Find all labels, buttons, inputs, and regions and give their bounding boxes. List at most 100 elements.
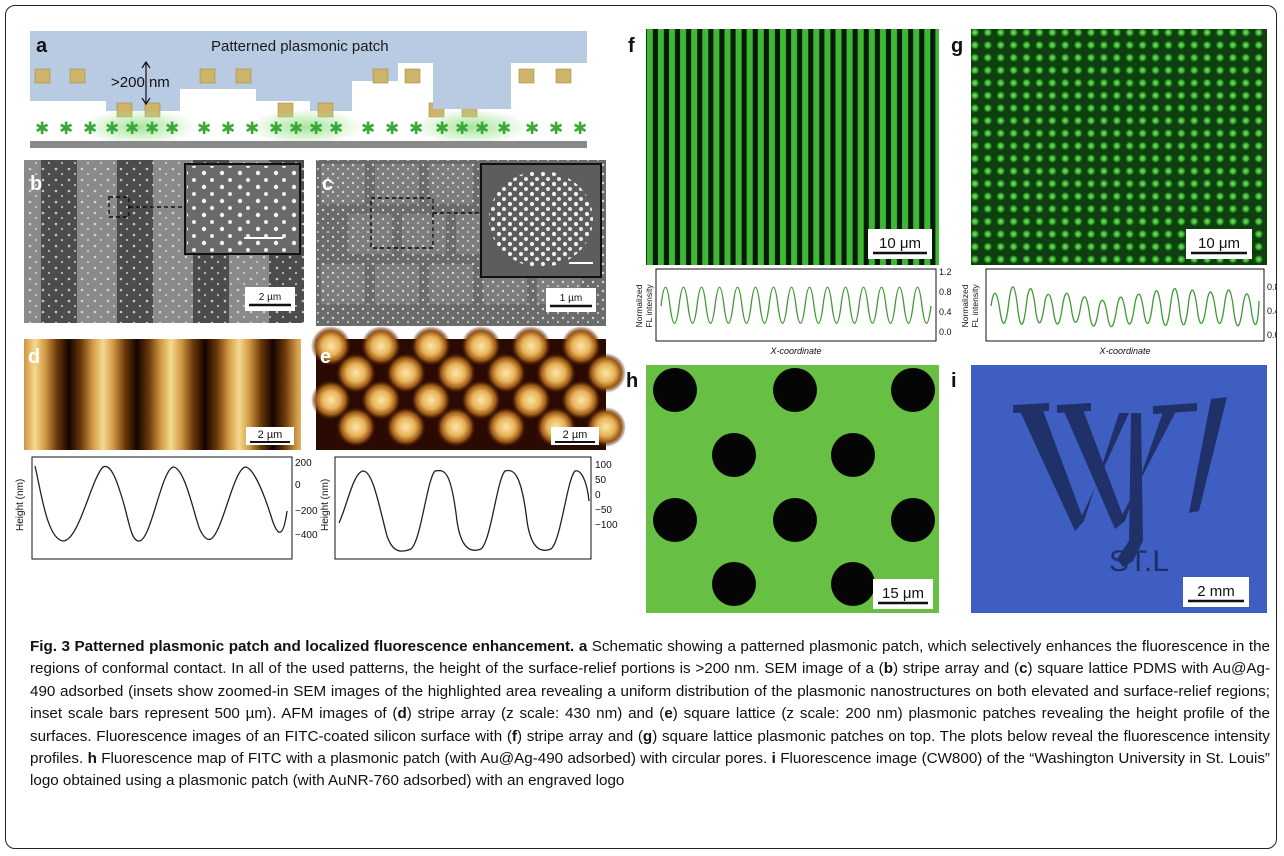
panel-e: 2 µm e 100 50 0 −50 −100 Height (nm): [311, 326, 626, 560]
svg-text:✱: ✱: [455, 119, 469, 138]
panel-a-letter: a: [36, 35, 48, 57]
panel-b: 2 µm b: [24, 160, 304, 323]
caption-text: Fluorescence image (CW800) of the “Washi…: [30, 750, 1270, 790]
pores: [653, 368, 935, 606]
panel-i-letter: i: [951, 370, 957, 392]
panel-c: 1 µm c: [316, 160, 606, 326]
svg-text:✱: ✱: [549, 119, 563, 138]
svg-text:✱: ✱: [309, 119, 323, 138]
gap-label: >200 nm: [111, 74, 170, 91]
ytick: 0.0: [939, 327, 952, 337]
ytick: 100: [595, 460, 612, 471]
caption-text: ) stripe array and (: [516, 727, 643, 745]
panel-h-letter: h: [626, 370, 638, 392]
panel-a: Patterned plasmonic patch >200 nm ✱ ✱ ✱ ✱ ✱ ✱…: [30, 31, 587, 148]
ytick: 0.8: [1267, 282, 1277, 292]
svg-text:✱: ✱: [409, 119, 423, 138]
svg-text:✱: ✱: [525, 119, 539, 138]
figure-caption: Fig. 3 Patterned plasmonic patch and loc…: [30, 636, 1270, 793]
svg-text:✱: ✱: [497, 119, 511, 138]
svg-text:✱: ✱: [329, 119, 343, 138]
caption-letter-i: i: [771, 750, 776, 768]
svg-text:✱: ✱: [165, 119, 179, 138]
panel-f-letter: f: [628, 35, 635, 57]
scale-bar-f: 10 μm: [879, 235, 921, 252]
caption-text: ) square lattice plasmonic patches on to…: [30, 727, 1270, 768]
svg-text:✱: ✱: [197, 119, 211, 138]
caption-letter-e: e: [664, 705, 673, 723]
fl-ylabel-f-1: Normalized: [634, 284, 644, 327]
panel-d: 2 µm d 200 0 −200 −400 Height (nm): [15, 339, 318, 560]
figure-frame: Patterned plasmonic patch >200 nm ✱ ✱ ✱ ✱ ✱ ✱…: [5, 5, 1277, 849]
caption-text: ) stripe array (z scale: 430 nm) and (: [406, 705, 665, 723]
figure-svg: Patterned plasmonic patch >200 nm ✱ ✱ ✱ ✱ ✱ ✱…: [15, 29, 1277, 613]
wustl-logo: [1013, 397, 1227, 567]
fl-ylabel-f-2: FL intensity: [644, 284, 654, 328]
svg-text:✱: ✱: [573, 119, 587, 138]
svg-text:✱: ✱: [83, 119, 97, 138]
ytick: 0.0: [1267, 330, 1277, 340]
patch-body-right: [398, 31, 587, 109]
caption-text: Schematic showing a patterned plasmonic …: [30, 638, 1270, 678]
ytick: 0.4: [939, 307, 952, 317]
afm-ylabel-d: Height (nm): [15, 479, 26, 531]
caption-title: Patterned plasmonic patch and localized …: [74, 638, 575, 655]
panel-g-letter: g: [951, 35, 963, 57]
svg-text:✱: ✱: [221, 119, 235, 138]
afm-profile-e: [334, 456, 592, 560]
panel-d-letter: d: [28, 346, 40, 368]
logo-text: ST.L: [1109, 545, 1169, 578]
caption-letter-c: c: [1019, 660, 1028, 678]
svg-text:✱: ✱: [245, 119, 259, 138]
caption-letter-b: b: [883, 660, 893, 678]
scale-bar-e: 2 µm: [563, 429, 588, 441]
ytick: 1.2: [939, 267, 952, 277]
fl-xlabel-g: X-coordinate: [1098, 346, 1150, 356]
caption-label: Fig. 3: [30, 638, 70, 655]
caption-letter-a: a: [578, 638, 588, 655]
panel-a-title: Patterned plasmonic patch: [211, 38, 389, 55]
svg-text:✱: ✱: [145, 119, 159, 138]
panel-c-letter: c: [322, 173, 333, 195]
fl-profile-f: [655, 268, 937, 342]
caption-letter-f: f: [511, 727, 517, 745]
scale-bar-i: 2 mm: [1197, 583, 1235, 600]
svg-text:✱: ✱: [59, 119, 73, 138]
ytick: 50: [595, 475, 607, 486]
caption-text: ) stripe array and (: [892, 660, 1020, 678]
svg-text:✱: ✱: [289, 119, 303, 138]
caption-letter-d: d: [397, 705, 407, 723]
scale-bar-c: 1 µm: [560, 293, 582, 304]
ytick: 0.4: [1267, 306, 1277, 316]
panel-f: 10 μm f 1.2 0.8 0.4 0.0 Normalized FL in…: [628, 29, 952, 356]
scale-bar-d: 2 µm: [258, 429, 283, 441]
caption-letter-h: h: [87, 750, 97, 768]
fl-profile-g: [985, 268, 1265, 342]
substrate: [30, 141, 587, 148]
fl-ylabel-g-2: FL intensity: [970, 284, 980, 328]
svg-text:✱: ✱: [385, 119, 399, 138]
caption-letter-g: g: [642, 727, 653, 745]
panel-g: 10 μm g 0.8 0.4 0.0 Normalized FL intens…: [951, 29, 1277, 356]
ytick: 0: [295, 480, 301, 491]
afm-profile-d: [31, 456, 293, 560]
ytick: 200: [295, 458, 312, 469]
caption-text: ) square lattice PDMS with Au@Ag-490 ads…: [30, 660, 1270, 723]
svg-text:✱: ✱: [35, 119, 49, 138]
fluorophores: ✱ ✱ ✱ ✱ ✱ ✱ ✱ ✱ ✱ ✱ ✱ ✱ ✱ ✱ ✱ ✱ ✱ ✱ ✱ ✱ ✱ ✱ ✱ ✱: [35, 119, 587, 138]
panel-b-letter: b: [30, 173, 42, 195]
caption-text: ) square lattice (z scale: 200 nm) plasm…: [30, 705, 1270, 745]
svg-text:✱: ✱: [269, 119, 283, 138]
scale-bar-b: 2 µm: [259, 292, 281, 303]
ytick: 0: [595, 490, 601, 501]
svg-text:✱: ✱: [361, 119, 375, 138]
afm-ylabel-e: Height (nm): [320, 479, 331, 531]
ytick: −50: [595, 505, 612, 516]
highlight-box: [370, 197, 434, 249]
ytick: −200: [295, 506, 318, 517]
ytick: −400: [295, 530, 318, 541]
caption-text: Fluorescence map of FITC with a plasmoni…: [96, 750, 772, 768]
fl-ylabel-g-1: Normalized: [960, 284, 970, 327]
panel-i: ST.L 2 mm i: [951, 365, 1267, 613]
fl-xlabel-f: X-coordinate: [769, 346, 821, 356]
